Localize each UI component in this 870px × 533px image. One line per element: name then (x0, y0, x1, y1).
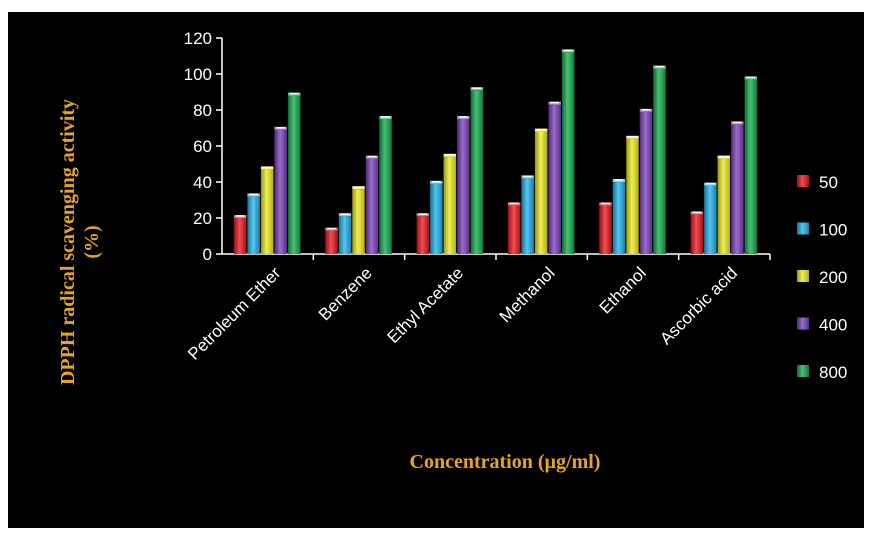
bar-800-5 (744, 79, 758, 255)
bar-200-0 (260, 169, 274, 254)
bar-200-1 (352, 189, 365, 254)
legend-swatch-800 (797, 365, 809, 377)
y-tick-label: 100 (184, 65, 212, 84)
legend-label-400: 400 (819, 316, 847, 335)
bar-100-3 (521, 178, 534, 254)
y-tick-label: 40 (193, 173, 212, 192)
bar-200-4 (626, 138, 639, 254)
x-category-label: Benzene (315, 263, 376, 324)
y-tick-label: 20 (193, 209, 212, 228)
x-category-label: Ascorbic acid (656, 263, 741, 348)
bar-800-4 (653, 68, 666, 254)
legend-swatch-400 (797, 317, 809, 330)
y-axis-ticks: 0 20 40 60 80 100 120 (184, 29, 222, 264)
bar-800-0 (287, 95, 301, 254)
y-tick-label: 120 (184, 29, 212, 48)
bar-800-3 (561, 52, 575, 255)
plot-area (221, 38, 771, 260)
bar-50-0 (233, 218, 247, 254)
bar-200-2 (443, 156, 457, 254)
legend-label-200: 200 (819, 268, 847, 287)
legend-label-100: 100 (819, 221, 847, 240)
legend: 50 100 200 400 800 (797, 173, 847, 382)
bar-100-1 (338, 216, 352, 254)
y-tick-label: 80 (193, 101, 212, 120)
bar-100-5 (704, 185, 717, 254)
bar-400-0 (274, 129, 287, 254)
bar-50-5 (690, 214, 704, 254)
bar-800-2 (470, 90, 484, 254)
x-category-label: Petroleum Ether (184, 263, 285, 364)
y-tick-label: 60 (193, 137, 212, 156)
bar-50-3 (507, 205, 521, 254)
chart-panel (8, 12, 864, 528)
bar-50-2 (416, 216, 430, 254)
bar-400-5 (731, 124, 744, 255)
y-axis-title: DPPH radical scavenging activity (%) (57, 99, 103, 385)
x-category-label: Methanol (496, 263, 559, 326)
bar-400-4 (639, 111, 653, 254)
bar-200-3 (534, 131, 548, 254)
bar-100-2 (430, 183, 443, 254)
legend-swatch-50 (797, 175, 809, 187)
x-axis-title: Concentration (µg/ml) (410, 451, 601, 473)
x-category-label: Ethyl Acetate (384, 263, 468, 347)
bar-200-5 (717, 158, 731, 254)
x-category-label: Ethanol (596, 263, 650, 317)
y-axis-title-line2: (%) (81, 225, 103, 258)
legend-label-50: 50 (819, 173, 838, 192)
legend-swatch-200 (797, 270, 809, 282)
bar-50-4 (599, 205, 612, 254)
bar-50-1 (325, 230, 338, 254)
bar-400-1 (365, 158, 379, 254)
bar-800-1 (379, 119, 392, 254)
y-axis-title-line1: DPPH radical scavenging activity (57, 99, 79, 385)
bar-400-2 (457, 119, 470, 254)
bar-400-3 (548, 104, 561, 254)
legend-swatch-100 (797, 222, 809, 235)
y-tick-label: 0 (203, 245, 212, 264)
legend-label-800: 800 (819, 363, 847, 382)
bar-100-4 (612, 182, 626, 254)
x-axis-category-labels: Petroleum Ether Benzene Ethyl Acetate Metha… (184, 263, 741, 364)
bar-100-0 (247, 196, 260, 254)
